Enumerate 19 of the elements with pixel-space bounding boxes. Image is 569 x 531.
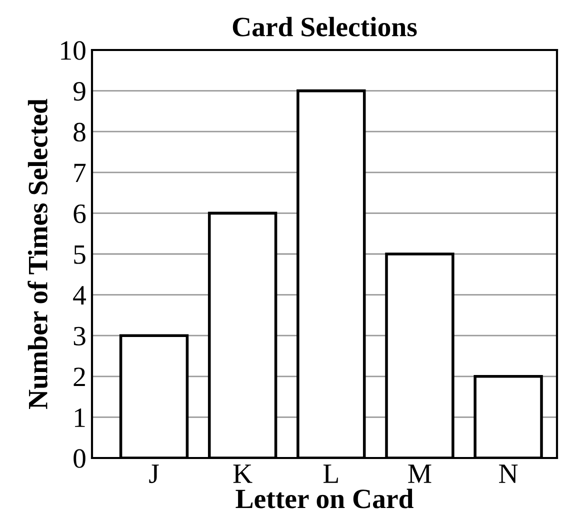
y-tick-label: 9 [73, 82, 86, 101]
y-tick-label: 4 [73, 286, 86, 304]
x-tick-label: N [499, 464, 518, 483]
x-tick-label: L [323, 464, 338, 483]
y-tick-label: 3 [74, 326, 86, 346]
y-tick-label: 7 [74, 164, 86, 182]
y-tick-label: 1 [75, 408, 85, 427]
y-tick-label: 0 [74, 449, 86, 468]
y-tick-label: 8 [74, 122, 86, 142]
y-tick-label: 5 [74, 245, 86, 264]
x-tick-label: M [408, 464, 432, 483]
y-tick-label: 10 [61, 41, 86, 60]
x-tick-label: J [149, 464, 159, 484]
y-tick-label: 2 [74, 368, 85, 386]
x-axis-title: Letter on Card [236, 488, 414, 508]
y-tick-label: 6 [74, 204, 86, 224]
x-tick-label: K [233, 464, 252, 483]
chart-title: Card Selections [232, 16, 417, 36]
y-axis-title: Number of Times Selected [28, 98, 48, 409]
